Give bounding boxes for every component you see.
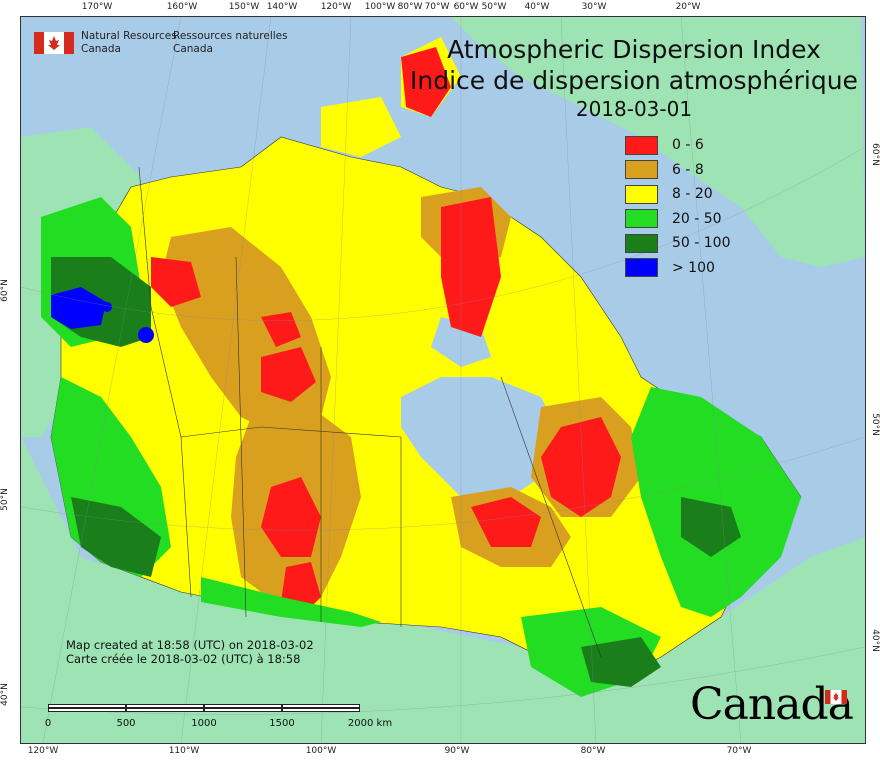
scale-label: 2000 km [347, 718, 393, 729]
zone-over-100-spot-2 [102, 302, 112, 312]
map-date: 2018-03-01 [575, 97, 693, 121]
legend-label: > 100 [672, 259, 715, 276]
legend: 0 - 6 6 - 8 8 - 20 20 - 50 50 - 100 > 10… [625, 133, 731, 280]
legend-row: 50 - 100 [625, 231, 731, 256]
tick-right-2: 40°N [870, 629, 880, 652]
zone-20-50-prairies-south [201, 577, 381, 627]
zone-0-6-baffin [441, 197, 501, 337]
title-en: Atmospheric Dispersion Index [447, 35, 821, 64]
tick-top-11: 30°W [581, 2, 607, 12]
zone-0-6-yukon [151, 257, 201, 307]
zone-50-100-quebec [681, 497, 741, 557]
tick-bottom-3: 90°W [444, 746, 470, 756]
tick-top-9: 50°W [481, 2, 507, 12]
tick-top-6: 80°W [397, 2, 423, 12]
zone-0-6-prairie [261, 477, 321, 557]
legend-label: 20 - 50 [672, 210, 722, 227]
map-credit: Map created at 18:58 (UTC) on 2018-03-02… [66, 638, 314, 666]
arctic-island-1 [261, 157, 351, 217]
legend-swatch [625, 160, 658, 180]
zone-0-6-quebec [541, 417, 621, 517]
scale-bar [48, 704, 360, 714]
agency-en-line2: Canada [81, 43, 121, 55]
map-frame [20, 16, 866, 744]
scale-label: 0 [44, 718, 52, 729]
legend-swatch [625, 135, 658, 155]
map-canvas [21, 17, 865, 743]
province-borders [138, 166, 602, 658]
scale-label: 500 [116, 718, 136, 729]
legend-row: 6 - 8 [625, 158, 731, 183]
agency-fr-line1: Ressources naturelles [173, 30, 288, 42]
zone-over-100-spot [138, 327, 154, 343]
legend-label: 0 - 6 [672, 137, 704, 154]
tick-left-1: 50°N [0, 488, 10, 511]
tick-top-5: 100°W [364, 2, 396, 12]
tick-top-4: 120°W [320, 2, 352, 12]
title-fr: Indice de dispersion atmosphérique [410, 66, 858, 95]
greenland-landmass [451, 17, 865, 267]
wordmark-flag-icon [825, 690, 847, 704]
agency-en-line1: Natural Resources [81, 30, 177, 42]
hudson-bay [401, 377, 561, 517]
legend-row: 8 - 20 [625, 182, 731, 207]
tick-bottom-4: 80°W [580, 746, 606, 756]
legend-label: 8 - 20 [672, 186, 713, 203]
tick-right-1: 50°N [870, 413, 880, 436]
credit-line-fr: Carte créée le 2018-03-02 (UTC) à 18:58 [66, 652, 301, 666]
legend-row: 0 - 6 [625, 133, 731, 158]
legend-swatch [625, 184, 658, 204]
zone-50-100-ontario [581, 637, 661, 687]
tick-bottom-2: 100°W [305, 746, 337, 756]
legend-swatch [625, 258, 658, 278]
tick-right-0: 60°N [870, 143, 880, 166]
legend-label: 50 - 100 [672, 235, 731, 252]
zone-0-6-ellesmere [401, 47, 451, 117]
graticule [21, 17, 865, 743]
tick-bottom-1: 110°W [168, 746, 200, 756]
zone-0-6-ontario [471, 497, 541, 547]
legend-label: 6 - 8 [672, 161, 704, 178]
tick-top-1: 160°W [166, 2, 198, 12]
zone-0-6-nwt [261, 347, 316, 402]
map-title-block: Atmospheric Dispersion Index Indice de d… [410, 34, 858, 123]
legend-row: 20 - 50 [625, 207, 731, 232]
tick-top-10: 40°W [524, 2, 550, 12]
tick-top-2: 150°W [228, 2, 260, 12]
scale-label: 1000 [191, 718, 217, 729]
credit-line-en: Map created at 18:58 (UTC) on 2018-03-02 [66, 638, 314, 652]
scale-midline [48, 707, 360, 709]
scale-label: 1500 [269, 718, 295, 729]
canada-wordmark: Canada [690, 679, 854, 730]
legend-row: > 100 [625, 256, 731, 281]
canada-flag-icon [34, 32, 74, 54]
tick-top-3: 140°W [266, 2, 298, 12]
zone-50-100-bc [71, 497, 161, 577]
legend-swatch [625, 209, 658, 229]
tick-bottom-0: 120°W [27, 746, 59, 756]
tick-left-2: 40°N [0, 683, 10, 706]
arctic-island-2 [321, 97, 401, 157]
tick-left-0: 60°N [0, 279, 10, 302]
zone-20-50-atlantic [631, 387, 801, 617]
legend-swatch [625, 233, 658, 253]
agency-fr-line2: Canada [173, 43, 213, 55]
tick-top-0: 170°W [81, 2, 113, 12]
tick-bottom-5: 70°W [726, 746, 752, 756]
tick-top-12: 20°W [675, 2, 701, 12]
tick-top-7: 70°W [424, 2, 450, 12]
tick-top-8: 60°W [453, 2, 479, 12]
